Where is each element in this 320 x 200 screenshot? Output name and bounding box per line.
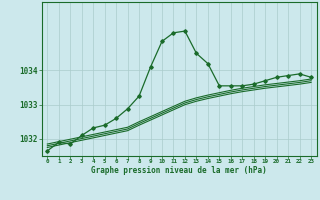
- X-axis label: Graphe pression niveau de la mer (hPa): Graphe pression niveau de la mer (hPa): [91, 166, 267, 175]
